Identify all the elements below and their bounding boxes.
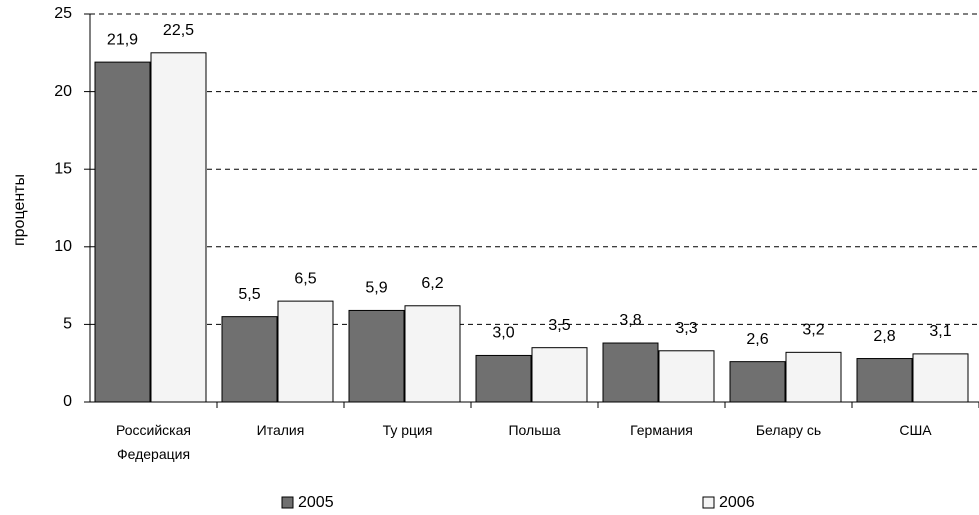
- y-tick-label: 25: [54, 5, 72, 22]
- data-label: 6,5: [294, 270, 316, 287]
- data-label: 22,5: [163, 22, 194, 39]
- bar: [602, 342, 659, 403]
- bar: [348, 309, 405, 403]
- x-tick-label: Италия: [256, 422, 305, 438]
- data-label: 6,2: [421, 275, 443, 292]
- x-tick-label: Ту рция: [382, 422, 433, 438]
- data-label: 5,9: [365, 280, 387, 297]
- legend-label: 2006: [719, 494, 755, 511]
- y-tick-label: 15: [54, 160, 72, 177]
- bar: [404, 305, 461, 403]
- data-label: 3,5: [548, 317, 570, 334]
- data-label: 21,9: [107, 31, 138, 48]
- legend-swatch: [281, 496, 294, 509]
- x-tick-label: Белару сь: [755, 422, 822, 438]
- bar: [221, 316, 278, 403]
- bar: [475, 354, 532, 403]
- bar: [94, 61, 151, 403]
- x-tick-label: США: [899, 422, 932, 438]
- bar: [658, 350, 715, 403]
- y-tick-label: 0: [63, 393, 72, 410]
- data-label: 5,5: [238, 286, 260, 303]
- legend-swatch: [702, 496, 715, 509]
- data-label: 3,8: [619, 312, 641, 329]
- bar: [912, 353, 969, 403]
- bar: [785, 351, 842, 403]
- y-tick-label: 20: [54, 83, 72, 100]
- y-tick-label: 10: [54, 238, 72, 255]
- x-tick-label: Германия: [630, 422, 693, 438]
- bar: [856, 358, 913, 403]
- data-label: 3,1: [929, 323, 951, 340]
- bar: [531, 347, 588, 403]
- bar: [277, 300, 334, 403]
- data-label: 3,3: [675, 320, 697, 337]
- data-label: 2,8: [873, 328, 895, 345]
- bar: [729, 361, 786, 403]
- data-label: 3,0: [492, 325, 514, 342]
- data-label: 3,2: [802, 322, 824, 339]
- bar: [150, 52, 207, 403]
- legend-label: 2005: [298, 494, 334, 511]
- data-label: 2,6: [746, 331, 768, 348]
- y-axis-label: проценты: [11, 174, 28, 246]
- x-tick-label: Польша: [508, 422, 561, 438]
- x-tick-label: Российская Федерация: [116, 422, 191, 462]
- y-tick-label: 5: [63, 316, 72, 333]
